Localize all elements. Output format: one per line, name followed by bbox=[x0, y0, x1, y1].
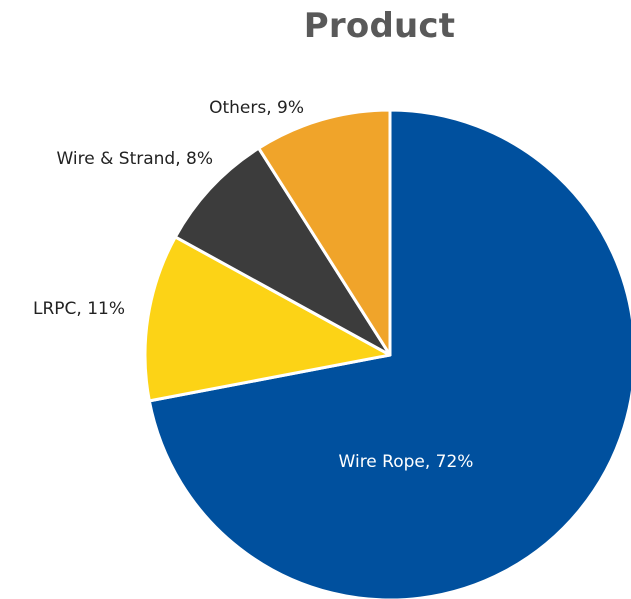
data-label-wire-rope: Wire Rope, 72% bbox=[339, 452, 474, 472]
pie-slices bbox=[143, 108, 631, 599]
data-label-wire-strand: Wire & Strand, 8% bbox=[56, 149, 213, 169]
data-label-others: Others, 9% bbox=[209, 98, 304, 118]
chart-title: Product bbox=[303, 6, 456, 46]
pie-slice-wire-strand bbox=[173, 146, 392, 357]
pie-data-labels: Wire Rope, 72% LRPC, 11% Wire & Strand, 8%… bbox=[33, 98, 473, 472]
pie-slice-others bbox=[257, 108, 392, 357]
data-label-lrpc: LRPC, 11% bbox=[33, 299, 125, 319]
pie-slice-lrpc bbox=[143, 235, 392, 403]
